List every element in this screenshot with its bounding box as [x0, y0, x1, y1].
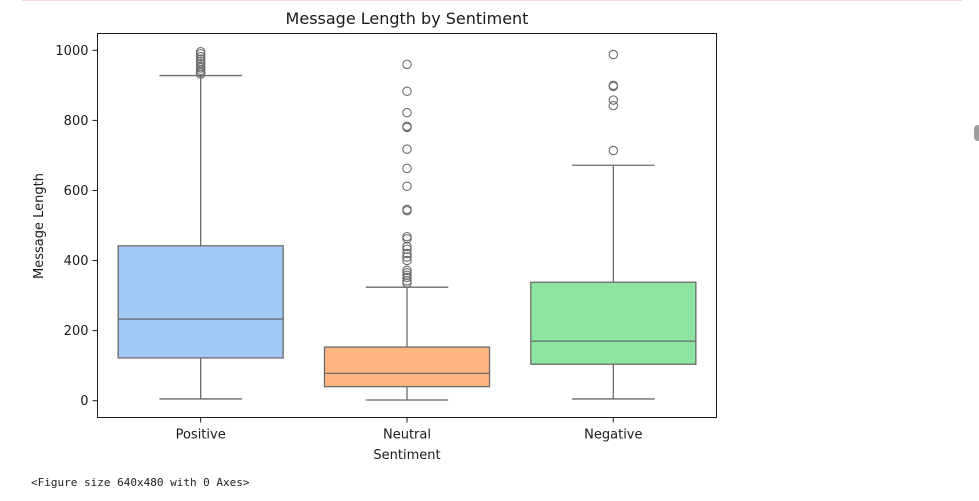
- outlier-point: [195, 56, 206, 67]
- figure-size-output: <Figure size 640x480 with 0 Axes>: [31, 476, 250, 489]
- outlier-point: [402, 255, 412, 266]
- outlier-point: [402, 231, 412, 242]
- y-tick-label: 0: [80, 394, 88, 409]
- y-axis-label: Message Length: [32, 173, 47, 279]
- outlier-point: [195, 54, 206, 64]
- outlier-point: [402, 59, 412, 70]
- outlier-point: [402, 234, 412, 244]
- outlier-point: [608, 145, 619, 156]
- y-tick-label: 600: [64, 184, 89, 199]
- x-tick-label: Positive: [176, 428, 226, 443]
- outlier-point: [402, 107, 412, 118]
- outlier-point: [608, 49, 619, 60]
- outlier-point: [402, 265, 412, 276]
- axes: Positive Neutral Negative 0 200 400 600 800 1000: [55, 44, 642, 443]
- outlier-point: [402, 181, 412, 192]
- y-tick-label: 800: [64, 114, 89, 129]
- outlier-point: [402, 268, 412, 278]
- y-tick-label: 1000: [55, 44, 88, 59]
- x-tick-label: Neutral: [383, 428, 431, 443]
- box-negative: [530, 49, 697, 400]
- outlier-point: [195, 61, 206, 71]
- outlier-point: [608, 95, 619, 105]
- iqr-box: [323, 346, 491, 388]
- outlier-point: [402, 252, 412, 262]
- plot-area: [117, 46, 697, 401]
- box-positive: [117, 46, 284, 400]
- box-plot-chart: Message Length by Sentiment Message Leng…: [32, 9, 717, 463]
- box-neutral: [323, 59, 491, 401]
- outlier-point: [608, 100, 619, 111]
- outlier-point: [402, 144, 412, 154]
- outlier-point: [402, 241, 412, 252]
- outlier-point: [402, 248, 412, 259]
- x-tick-label: Negative: [584, 428, 642, 443]
- outlier-point: [402, 86, 412, 97]
- outlier-point: [402, 121, 412, 132]
- chart-title: Message Length by Sentiment: [286, 9, 529, 28]
- outlier-point: [402, 163, 412, 174]
- outlier-point: [402, 270, 412, 281]
- outlier-point: [402, 204, 412, 215]
- y-tick-label: 400: [64, 254, 89, 269]
- x-axis-label: Sentiment: [373, 448, 440, 463]
- iqr-box: [117, 245, 284, 359]
- outlier-point: [402, 244, 412, 255]
- outlier-point: [608, 80, 619, 91]
- iqr-box: [530, 281, 697, 365]
- scrollbar-handle[interactable]: [974, 125, 979, 141]
- cell-top-border: [22, 0, 962, 1]
- outlier-point: [195, 51, 206, 62]
- outlier-point: [195, 46, 206, 57]
- y-tick-label: 200: [64, 324, 89, 339]
